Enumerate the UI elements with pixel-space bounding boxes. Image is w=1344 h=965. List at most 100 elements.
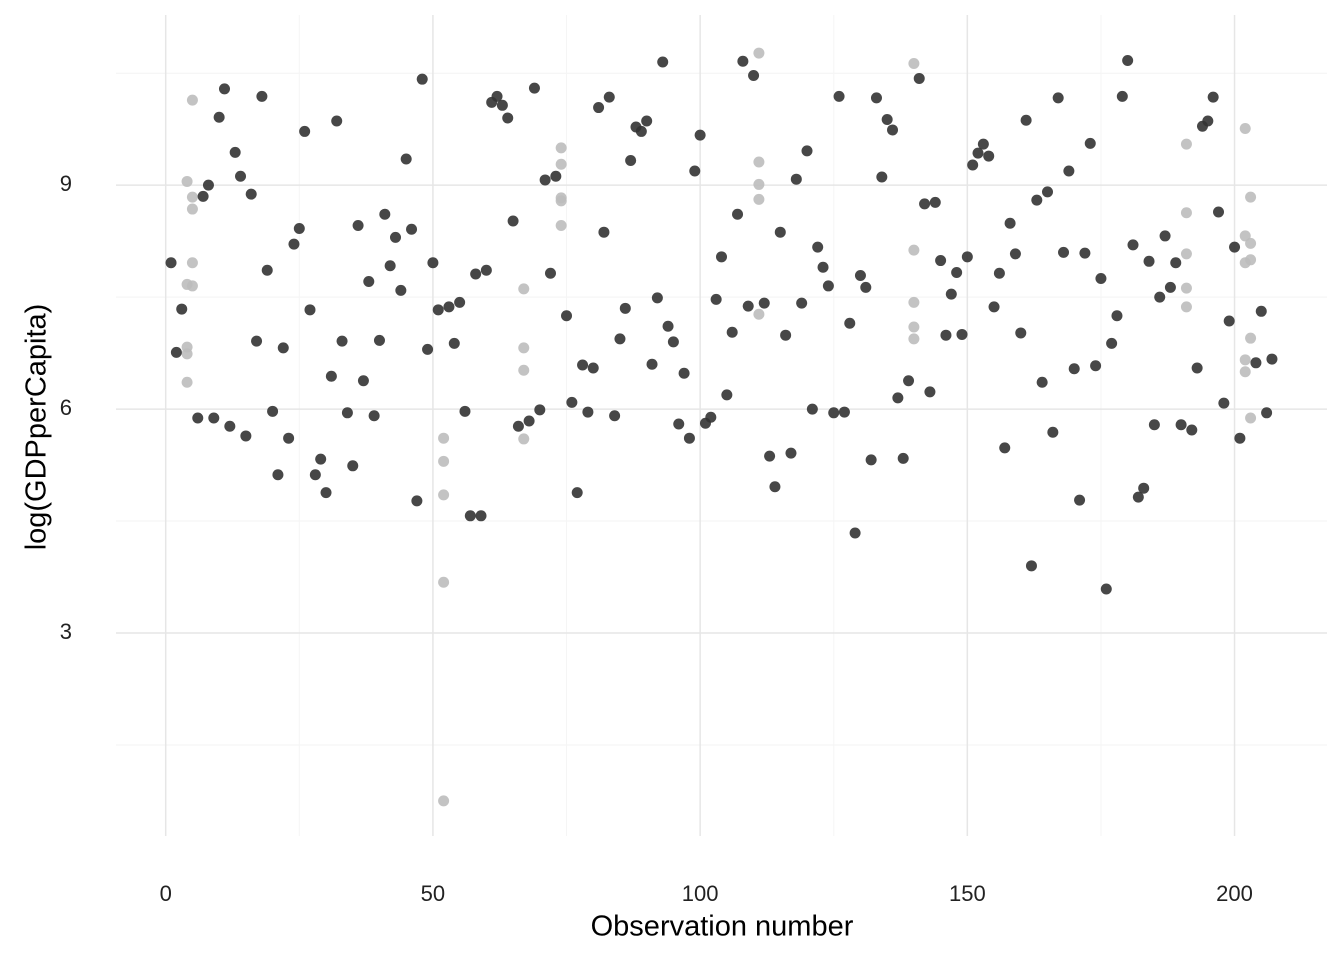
point (555, 142, 567, 154)
point (1154, 291, 1166, 303)
point (732, 208, 744, 220)
point (1015, 327, 1027, 339)
point (1229, 241, 1241, 253)
point (780, 329, 792, 341)
point (1122, 55, 1134, 67)
point (753, 47, 765, 59)
x-tick-label: 150 (949, 881, 986, 906)
point (325, 370, 337, 382)
point (406, 223, 418, 235)
x-tick-label: 50 (421, 881, 445, 906)
x-tick-label: 0 (160, 881, 172, 906)
point (1180, 248, 1192, 260)
point (940, 329, 952, 341)
point (186, 94, 198, 106)
point (1186, 424, 1198, 436)
point (758, 297, 770, 309)
point (523, 415, 535, 427)
point (988, 301, 1000, 313)
point (555, 195, 567, 207)
point (603, 91, 615, 103)
point (1143, 255, 1155, 267)
point (186, 257, 198, 269)
point (400, 153, 412, 165)
point (903, 375, 915, 387)
point (828, 407, 840, 419)
point (785, 447, 797, 459)
point (1245, 191, 1257, 203)
point (983, 150, 995, 162)
point (1036, 376, 1048, 388)
point (929, 196, 941, 208)
point (796, 297, 808, 309)
point (443, 301, 455, 313)
point (961, 251, 973, 263)
point (315, 453, 327, 465)
point (881, 113, 893, 125)
point (667, 336, 679, 348)
point (283, 432, 295, 444)
point (1245, 254, 1257, 266)
point (256, 90, 268, 102)
point (518, 364, 530, 376)
point (251, 335, 263, 347)
point (1245, 332, 1257, 344)
point (833, 90, 845, 102)
point (908, 244, 920, 256)
point (518, 433, 530, 445)
point (790, 173, 802, 185)
point (609, 410, 621, 422)
point (753, 193, 765, 205)
point (1180, 138, 1192, 150)
point (1245, 412, 1257, 424)
point (1180, 207, 1192, 219)
point (438, 576, 450, 588)
point (464, 510, 476, 522)
point (993, 267, 1005, 279)
point (742, 300, 754, 312)
point (1106, 337, 1118, 349)
point (710, 293, 722, 305)
point (806, 403, 818, 415)
point (368, 410, 380, 422)
point (550, 170, 562, 182)
y-tick-label: 9 (60, 171, 72, 196)
point (186, 191, 198, 203)
point (1175, 419, 1187, 431)
point (272, 469, 284, 481)
point (1009, 248, 1021, 260)
point (507, 215, 519, 227)
point (235, 170, 247, 182)
point (753, 308, 765, 320)
point (496, 99, 508, 111)
point (908, 321, 920, 333)
point (1218, 397, 1230, 409)
point (1074, 494, 1086, 506)
point (646, 358, 658, 370)
point (341, 407, 353, 419)
point (293, 222, 305, 234)
point (887, 124, 899, 136)
point (186, 280, 198, 292)
point (309, 469, 321, 481)
point (1250, 357, 1262, 369)
point (561, 310, 573, 322)
point (1202, 115, 1214, 127)
point (1058, 246, 1070, 258)
point (347, 460, 359, 472)
point (534, 404, 546, 416)
point (336, 335, 348, 347)
point (892, 392, 904, 404)
point (1084, 137, 1096, 149)
y-tick-label: 3 (60, 619, 72, 644)
point (1041, 186, 1053, 198)
point (165, 257, 177, 269)
point (860, 281, 872, 293)
point (999, 442, 1011, 454)
point (1223, 315, 1235, 327)
point (422, 343, 434, 355)
point (1068, 363, 1080, 375)
point (357, 375, 369, 387)
point (924, 386, 936, 398)
point (518, 283, 530, 295)
